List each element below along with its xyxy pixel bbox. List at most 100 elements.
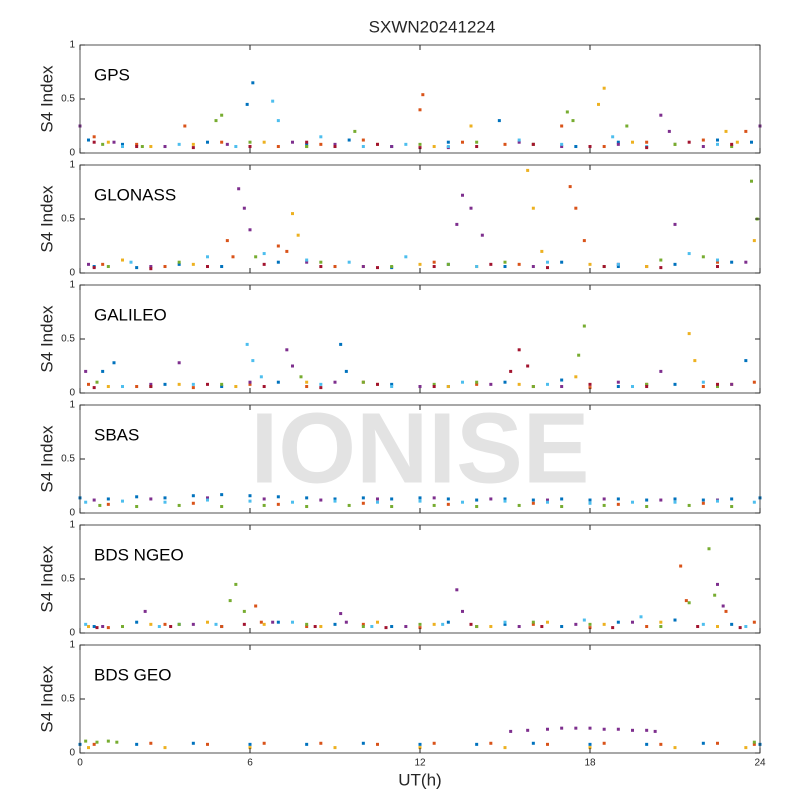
- axes-background: [80, 645, 760, 753]
- data-point: [344, 369, 348, 373]
- data-point: [503, 497, 507, 501]
- data-point: [220, 493, 224, 497]
- data-point: [143, 609, 147, 613]
- y-tick-label: 0: [69, 388, 75, 399]
- data-point: [106, 385, 110, 389]
- data-point: [639, 615, 643, 619]
- data-point: [489, 497, 493, 501]
- axes-background: [80, 285, 760, 393]
- data-point: [220, 625, 224, 629]
- data-point: [242, 206, 246, 210]
- data-point: [163, 622, 167, 626]
- data-point: [509, 369, 513, 373]
- data-point: [299, 375, 303, 379]
- data-point: [489, 382, 493, 386]
- data-point: [752, 620, 756, 624]
- data-point: [602, 727, 606, 731]
- data-point: [480, 233, 484, 237]
- data-point: [531, 498, 535, 502]
- data-point: [461, 140, 464, 144]
- data-point: [517, 140, 521, 144]
- data-point: [611, 626, 615, 630]
- data-point: [659, 258, 663, 262]
- data-point: [305, 140, 309, 144]
- data-point: [106, 497, 110, 501]
- data-point: [135, 742, 139, 746]
- data-point: [319, 386, 323, 390]
- data-point: [418, 262, 422, 266]
- y-tick-label: 0.5: [61, 574, 75, 585]
- data-point: [101, 262, 105, 266]
- data-point: [645, 498, 649, 502]
- data-point: [687, 332, 691, 336]
- data-point: [571, 119, 575, 123]
- data-point: [237, 187, 241, 191]
- data-point: [225, 239, 229, 243]
- data-point: [738, 626, 742, 630]
- data-point: [616, 265, 620, 269]
- data-point: [588, 726, 592, 730]
- data-point: [659, 113, 663, 117]
- y-tick-label: 1: [69, 160, 75, 171]
- data-point: [251, 81, 255, 85]
- data-point: [285, 249, 289, 253]
- data-point: [560, 385, 564, 389]
- data-point: [602, 265, 606, 269]
- data-point: [616, 727, 620, 731]
- data-point: [262, 262, 266, 266]
- data-point: [390, 265, 394, 269]
- data-point: [248, 145, 252, 149]
- data-point: [245, 342, 249, 346]
- data-point: [546, 498, 549, 502]
- data-point: [696, 625, 700, 629]
- data-point: [475, 380, 479, 384]
- y-tick-label: 1: [69, 280, 75, 291]
- data-point: [730, 382, 734, 386]
- data-point: [106, 626, 110, 630]
- data-point: [361, 622, 365, 626]
- data-point: [645, 382, 649, 386]
- data-point: [503, 499, 507, 503]
- data-point: [616, 502, 620, 506]
- data-point: [376, 742, 379, 746]
- y-tick-label: 0.5: [61, 334, 75, 345]
- data-point: [517, 503, 521, 507]
- data-point: [744, 746, 748, 750]
- data-point: [716, 582, 719, 586]
- data-point: [87, 746, 90, 750]
- data-point: [631, 140, 634, 144]
- data-point: [597, 102, 600, 106]
- data-point: [517, 348, 521, 352]
- data-point: [531, 620, 535, 624]
- data-point: [291, 140, 294, 144]
- data-point: [291, 364, 294, 368]
- data-point: [112, 361, 116, 365]
- y-tick-label: 0: [69, 268, 75, 279]
- data-point: [418, 746, 422, 750]
- data-point: [106, 265, 110, 269]
- data-point: [716, 142, 719, 146]
- data-point: [475, 140, 479, 144]
- data-point: [744, 359, 748, 363]
- data-point: [574, 726, 578, 730]
- data-point: [276, 244, 280, 248]
- data-point: [432, 385, 436, 389]
- data-point: [441, 622, 445, 626]
- data-point: [231, 255, 235, 259]
- data-point: [84, 500, 88, 504]
- data-point: [333, 622, 337, 626]
- data-point: [526, 728, 530, 732]
- data-point: [531, 385, 535, 389]
- y-axis-label: S4 Index: [37, 425, 56, 493]
- data-point: [262, 622, 266, 626]
- data-point: [716, 382, 719, 386]
- data-point: [92, 498, 96, 502]
- data-point: [673, 746, 677, 750]
- data-point: [163, 382, 167, 386]
- data-point: [245, 102, 249, 106]
- data-point: [285, 348, 289, 352]
- data-point: [730, 497, 734, 501]
- data-point: [560, 378, 564, 382]
- data-point: [319, 260, 323, 264]
- data-point: [390, 497, 394, 501]
